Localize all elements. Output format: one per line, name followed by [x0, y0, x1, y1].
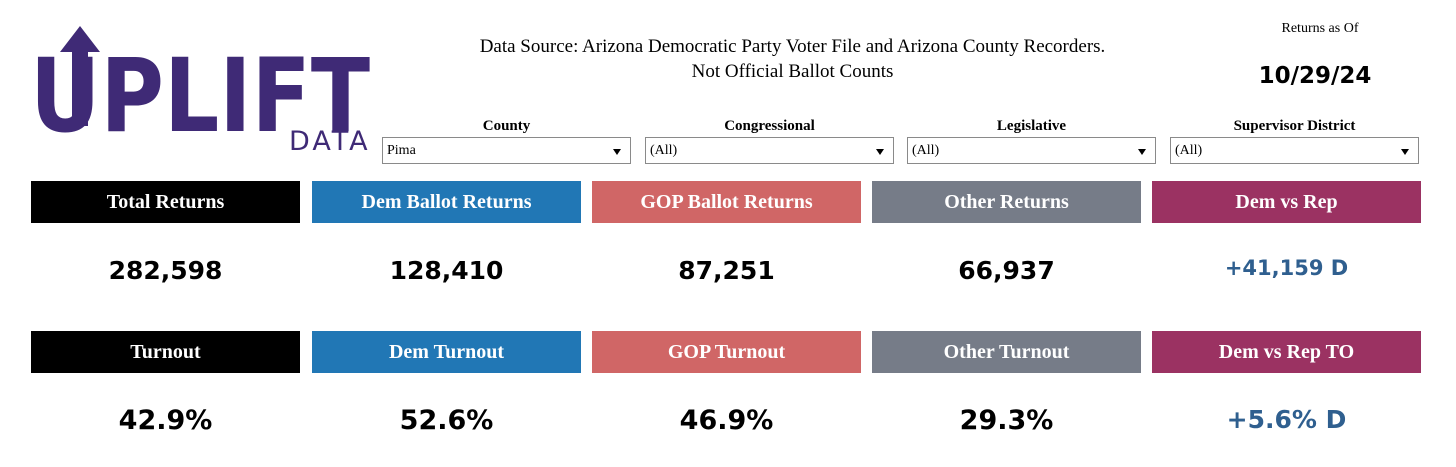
- filter-congressional-label: Congressional: [724, 118, 815, 134]
- filter-supervisor-district: Supervisor District (All): [1170, 117, 1419, 164]
- dem-vs-rep-turnout-header: Dem vs Rep TO: [1152, 331, 1421, 373]
- dem-ballot-returns-header: Dem Ballot Returns: [312, 181, 581, 223]
- other-turnout-value: 29.3%: [959, 405, 1054, 436]
- official-counts-disclaimer: Not Official Ballot Counts: [691, 61, 894, 82]
- logo-arrow-shaft: [72, 46, 88, 126]
- uplift-logo: UPLIFT: [30, 26, 370, 136]
- returns-as-of-label: Returns as Of: [1281, 21, 1359, 36]
- dem-vs-rep-header: Dem vs Rep: [1152, 181, 1421, 223]
- dropdown-arrow-icon[interactable]: [1138, 149, 1146, 155]
- dem-turnout-header: Dem Turnout: [312, 331, 581, 373]
- dropdown-arrow-icon[interactable]: [613, 149, 621, 155]
- supervisor-district-dropdown-value: (All): [1175, 143, 1203, 158]
- filter-supervisor-district-label: Supervisor District: [1233, 118, 1356, 134]
- legislative-dropdown[interactable]: (All): [907, 137, 1156, 164]
- congressional-dropdown-value: (All): [650, 143, 678, 158]
- total-returns-header: Total Returns: [31, 181, 300, 223]
- other-returns-header: Other Returns: [872, 181, 1141, 223]
- congressional-dropdown[interactable]: (All): [645, 137, 894, 164]
- total-returns-value: 282,598: [108, 256, 223, 285]
- dropdown-arrow-icon[interactable]: [876, 149, 884, 155]
- gop-turnout-header: GOP Turnout: [592, 331, 861, 373]
- filter-legislative-label: Legislative: [996, 118, 1067, 134]
- data-source-line: Data Source: Arizona Democratic Party Vo…: [479, 36, 1106, 57]
- logo-subword: DATA: [289, 126, 371, 157]
- dem-ballot-returns-value: 128,410: [389, 256, 504, 285]
- other-returns-value: 66,937: [958, 256, 1055, 285]
- gop-ballot-returns-value: 87,251: [678, 256, 775, 285]
- gop-ballot-returns-header: GOP Ballot Returns: [592, 181, 861, 223]
- dem-turnout-value: 52.6%: [399, 405, 494, 436]
- filter-county-label: County: [482, 118, 531, 134]
- dem-vs-rep-turnout-value: +5.6% D: [1226, 405, 1347, 434]
- dem-vs-rep-value: +41,159 D: [1224, 256, 1349, 280]
- legislative-dropdown-value: (All): [912, 143, 940, 158]
- other-turnout-header: Other Turnout: [872, 331, 1141, 373]
- county-dropdown[interactable]: Pima: [382, 137, 631, 164]
- dropdown-arrow-icon[interactable]: [1401, 149, 1409, 155]
- turnout-value: 42.9%: [118, 405, 213, 436]
- gop-turnout-value: 46.9%: [679, 405, 774, 436]
- filter-legislative: Legislative (All): [907, 117, 1156, 164]
- filter-congressional: Congressional (All): [645, 117, 894, 164]
- returns-as-of-date: 10/29/24: [1258, 63, 1372, 89]
- supervisor-district-dropdown[interactable]: (All): [1170, 137, 1419, 164]
- data-source-note: Data Source: Arizona Democratic Party Vo…: [380, 34, 1205, 84]
- filter-county: County Pima: [382, 117, 631, 164]
- county-dropdown-value: Pima: [387, 143, 416, 158]
- logo-arrow-head: [60, 26, 100, 52]
- turnout-header: Turnout: [31, 331, 300, 373]
